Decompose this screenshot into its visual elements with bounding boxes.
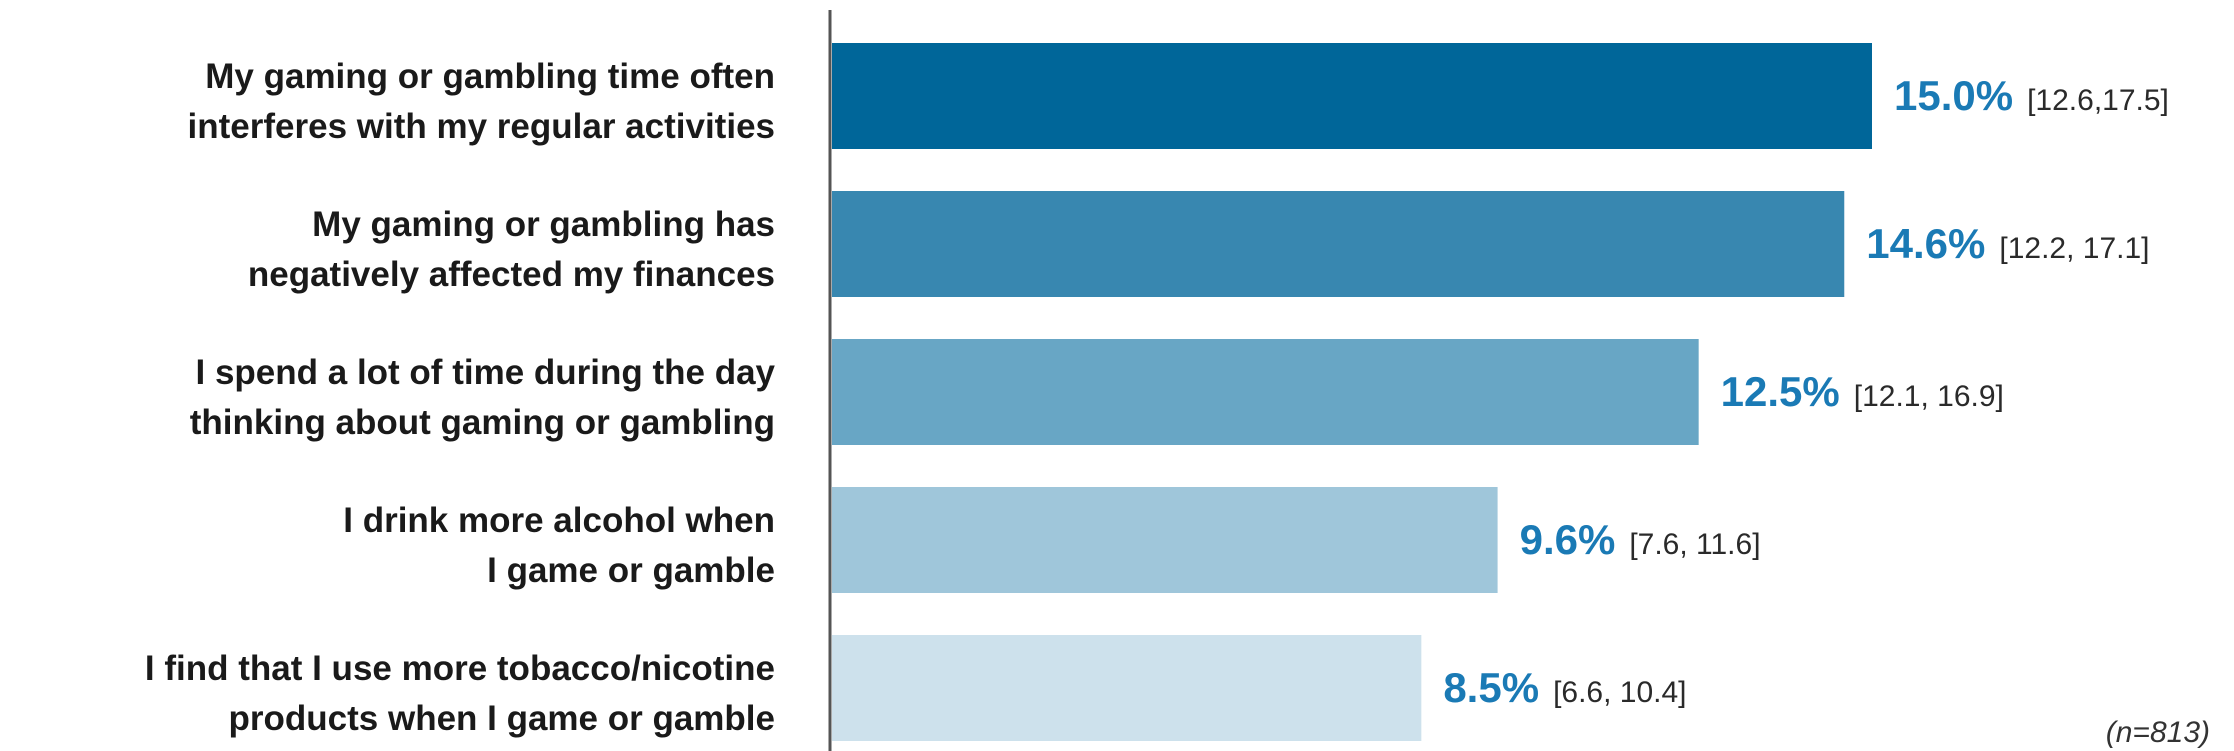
category-labels-group: My gaming or gambling time often interfer… [145,57,776,738]
category-label-4-line-2: I game or gamble [487,551,775,590]
category-label-1-line-2: interferes with my regular activities [188,107,775,146]
value-label-3: 12.5% [12.1, 16.9] [1721,368,2004,415]
category-label-3-line-1: I spend a lot of time during the day [196,353,776,392]
bar-4 [832,487,1498,593]
value-percent-2: 14.6% [1866,220,1985,267]
value-label-4: 9.6% [7.6, 11.6] [1520,516,1761,563]
category-label-2-line-2: negatively affected my finances [248,255,775,294]
category-label-1-line-1: My gaming or gambling time often [205,57,775,96]
value-label-5: 8.5% [6.6, 10.4] [1443,664,1686,711]
bar-5 [832,635,1422,741]
confidence-interval-2: [12.2, 17.1] [1999,232,2149,265]
value-percent-1: 15.0% [1894,72,2013,119]
category-label-2-line-1: My gaming or gambling has [312,205,775,244]
confidence-interval-4: [7.6, 11.6] [1629,528,1760,561]
category-label-5-line-2: products when I game or gamble [229,699,775,738]
bar-2 [832,191,1845,297]
value-percent-4: 9.6% [1520,516,1616,563]
value-percent-3: 12.5% [1721,368,1840,415]
category-label-5-line-1: I find that I use more tobacco/nicotine [145,649,775,688]
category-label-3-line-2: thinking about gaming or gambling [190,403,775,442]
bars-group [832,43,1872,741]
confidence-interval-5: [6.6, 10.4] [1553,676,1686,709]
confidence-interval-3: [12.1, 16.9] [1854,380,2004,413]
category-label-4-line-1: I drink more alcohol when [343,501,775,540]
confidence-interval-1: [12.6,17.5] [2027,84,2169,117]
value-label-2: 14.6% [12.2, 17.1] [1866,220,2149,267]
value-labels-group: 15.0% [12.6,17.5] 14.6% [12.2, 17.1] 12.5% [1… [1443,72,2169,711]
bar-3 [832,339,1699,445]
bar-1 [832,43,1872,149]
value-percent-5: 8.5% [1443,664,1539,711]
value-label-1: 15.0% [12.6,17.5] [1894,72,2169,119]
sample-size-note: (n=813) [2106,716,2210,749]
